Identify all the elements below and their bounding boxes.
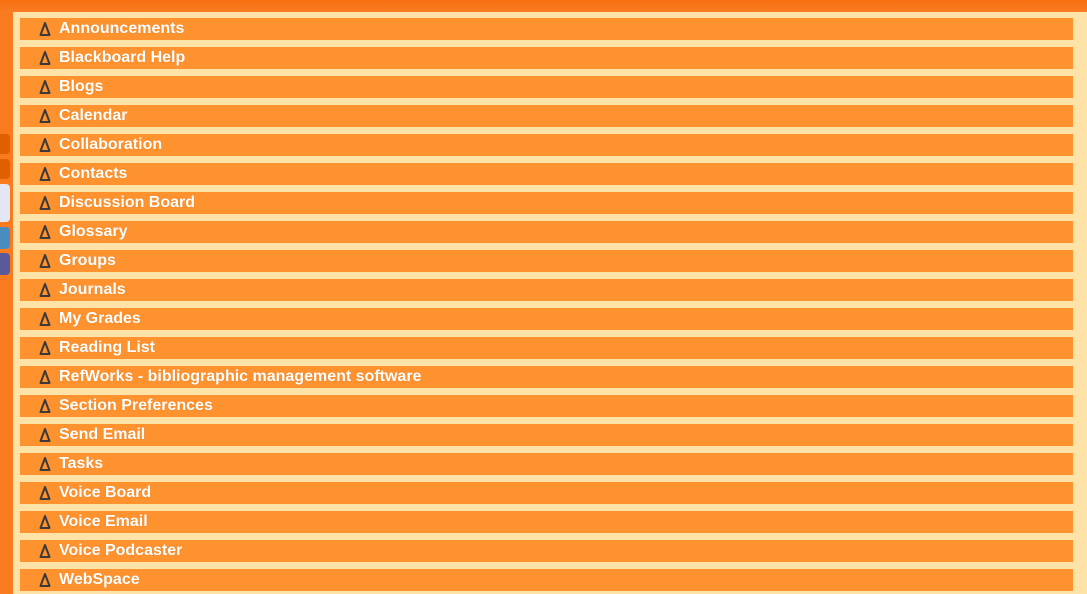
tool-link-icon bbox=[38, 22, 52, 36]
tool-link-icon bbox=[38, 109, 52, 123]
tool-link-icon bbox=[38, 457, 52, 471]
tool-label[interactable]: My Grades bbox=[59, 310, 141, 327]
tool-label[interactable]: Journals bbox=[59, 281, 126, 298]
tool-row-send-email[interactable]: Send Email bbox=[20, 424, 1073, 446]
tool-row-announcements[interactable]: Announcements bbox=[20, 18, 1073, 40]
tool-row-webspace[interactable]: WebSpace bbox=[20, 569, 1073, 591]
tool-row-refworks-bibliographic-management-software[interactable]: RefWorks - bibliographic management soft… bbox=[20, 366, 1073, 388]
tool-row-reading-list[interactable]: Reading List bbox=[20, 337, 1073, 359]
tool-label[interactable]: Section Preferences bbox=[59, 397, 213, 414]
tool-link-icon bbox=[38, 254, 52, 268]
side-tab-4[interactable] bbox=[0, 227, 10, 249]
tool-label[interactable]: Groups bbox=[59, 252, 116, 269]
tools-list: Announcements Blackboard Help Blogs Cale… bbox=[13, 12, 1087, 591]
tool-row-my-grades[interactable]: My Grades bbox=[20, 308, 1073, 330]
tool-label[interactable]: Contacts bbox=[59, 165, 128, 182]
tool-row-collaboration[interactable]: Collaboration bbox=[20, 134, 1073, 156]
tool-link-icon bbox=[38, 283, 52, 297]
tool-link-icon bbox=[38, 399, 52, 413]
tool-label[interactable]: Announcements bbox=[59, 20, 185, 37]
tool-label[interactable]: Blogs bbox=[59, 78, 104, 95]
tool-label[interactable]: Collaboration bbox=[59, 136, 163, 153]
side-tab-1[interactable] bbox=[0, 134, 10, 154]
tool-link-icon bbox=[38, 515, 52, 529]
tool-row-blogs[interactable]: Blogs bbox=[20, 76, 1073, 98]
tool-label[interactable]: Send Email bbox=[59, 426, 146, 443]
tool-link-icon bbox=[38, 370, 52, 384]
tool-label[interactable]: Voice Podcaster bbox=[59, 542, 183, 559]
tool-row-voice-email[interactable]: Voice Email bbox=[20, 511, 1073, 533]
tools-panel: Announcements Blackboard Help Blogs Cale… bbox=[13, 12, 1087, 594]
tool-label[interactable]: Blackboard Help bbox=[59, 49, 186, 66]
tool-link-icon bbox=[38, 51, 52, 65]
side-tab-3[interactable] bbox=[0, 184, 10, 222]
side-tab-2[interactable] bbox=[0, 159, 10, 179]
tool-link-icon bbox=[38, 167, 52, 181]
tool-label[interactable]: Tasks bbox=[59, 455, 104, 472]
tool-link-icon bbox=[38, 80, 52, 94]
tool-row-voice-board[interactable]: Voice Board bbox=[20, 482, 1073, 504]
tool-label[interactable]: Calendar bbox=[59, 107, 128, 124]
tool-label[interactable]: Discussion Board bbox=[59, 194, 196, 211]
top-band bbox=[0, 0, 1087, 12]
side-tab-strip bbox=[0, 0, 12, 594]
tool-link-icon bbox=[38, 486, 52, 500]
tool-link-icon bbox=[38, 544, 52, 558]
tool-label[interactable]: Glossary bbox=[59, 223, 128, 240]
side-tab-5[interactable] bbox=[0, 253, 10, 275]
tool-row-calendar[interactable]: Calendar bbox=[20, 105, 1073, 127]
tool-row-discussion-board[interactable]: Discussion Board bbox=[20, 192, 1073, 214]
tool-link-icon bbox=[38, 573, 52, 587]
tool-row-contacts[interactable]: Contacts bbox=[20, 163, 1073, 185]
tool-link-icon bbox=[38, 196, 52, 210]
tool-row-glossary[interactable]: Glossary bbox=[20, 221, 1073, 243]
tool-row-journals[interactable]: Journals bbox=[20, 279, 1073, 301]
tool-link-icon bbox=[38, 312, 52, 326]
tool-row-section-preferences[interactable]: Section Preferences bbox=[20, 395, 1073, 417]
tool-label[interactable]: Voice Board bbox=[59, 484, 152, 501]
tool-link-icon bbox=[38, 225, 52, 239]
tool-row-tasks[interactable]: Tasks bbox=[20, 453, 1073, 475]
tool-link-icon bbox=[38, 341, 52, 355]
tool-row-groups[interactable]: Groups bbox=[20, 250, 1073, 272]
tool-label[interactable]: Voice Email bbox=[59, 513, 148, 530]
tool-label[interactable]: WebSpace bbox=[59, 571, 140, 588]
tool-label[interactable]: Reading List bbox=[59, 339, 156, 356]
tool-label[interactable]: RefWorks - bibliographic management soft… bbox=[59, 368, 422, 385]
tool-link-icon bbox=[38, 138, 52, 152]
tool-link-icon bbox=[38, 428, 52, 442]
tool-row-blackboard-help[interactable]: Blackboard Help bbox=[20, 47, 1073, 69]
tool-row-voice-podcaster[interactable]: Voice Podcaster bbox=[20, 540, 1073, 562]
